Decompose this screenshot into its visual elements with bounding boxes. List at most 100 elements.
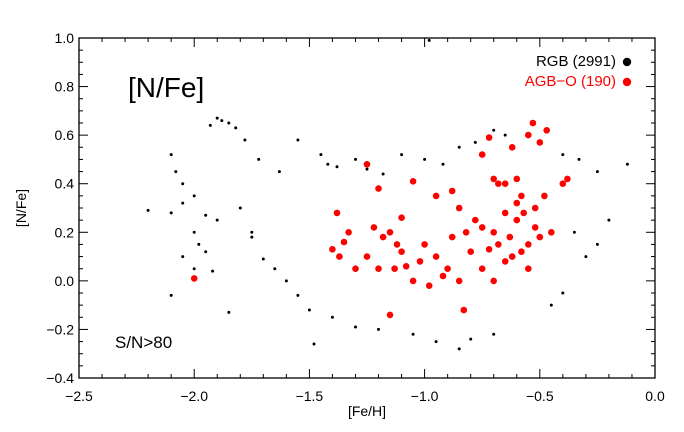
agb-o-point [543,127,550,134]
agb-o-point [513,216,521,224]
agb-o-point [398,248,405,255]
rgb-point [192,194,196,198]
data-points [146,38,629,351]
rgb-point [215,116,219,120]
agb-o-point [460,306,468,314]
x-tick-label: −2.5 [65,388,93,404]
y-tick-label: 1.0 [55,30,75,46]
rgb-point [227,310,231,314]
y-tick-label: −0.4 [46,370,74,386]
agb-o-point [432,253,440,260]
agb-o-point [402,263,410,270]
rgb-point [427,38,431,42]
rgb-point [335,165,339,169]
agb-o-point [363,161,371,168]
agb-o-point [398,214,405,221]
agb-o-point [536,233,544,241]
rgb-point [330,315,334,319]
x-tick-label: 0.0 [645,388,665,404]
rgb-point [469,337,473,341]
agb-o-point [352,265,359,273]
rgb-point [146,208,150,212]
agb-o-point [448,187,456,195]
agb-o-point [455,277,463,285]
y-tick-labels: −0.4 −0.2 0.0 0.2 0.4 0.6 0.8 1.0 [46,30,74,386]
rgb-point [354,157,357,161]
y-axis-label: [N/Fe] [13,189,29,227]
rgb-point [607,218,611,222]
agb-o-point [508,253,516,260]
rgb-point [273,267,277,271]
rgb-point [572,230,576,234]
rgb-point [277,170,281,174]
agb-o-point [409,277,417,285]
axis-ticks [78,37,656,379]
rgb-point [169,211,173,215]
rgb-point [400,153,404,157]
agb-o-point [520,209,527,217]
agb-o-point [548,229,555,236]
rgb-point [377,327,380,331]
rgb-point [423,157,427,161]
agb-o-point [421,241,428,248]
panel-title: [N/Fe] [128,72,204,103]
rgb-point [365,167,369,171]
rgb-point [492,128,496,132]
rgb-point [238,206,242,210]
agb-o-point [472,216,479,224]
agb-o-point [531,204,539,212]
agb-o-point [439,272,447,280]
agb-o-point [478,224,486,231]
agb-o-point [490,175,498,183]
x-tick-label: −0.5 [526,388,554,404]
agb-o-point [386,311,394,319]
rgb-point [181,255,185,259]
y-tick-label: 0.2 [55,224,75,240]
agb-o-point [501,209,509,217]
y-tick-label: 0.6 [55,127,75,143]
rgb-point [227,121,231,125]
rgb-point [169,153,173,157]
x-tick-label: −1.5 [296,388,324,404]
agb-o-point [386,229,394,236]
agb-o-point [478,265,486,273]
rgb-point [441,162,445,166]
agb-o-point [485,246,493,253]
rgb-point [595,170,599,174]
agb-o-point [416,258,424,265]
rgb-point [457,347,461,351]
y-tick-label: −0.2 [46,321,74,337]
agb-o-point [518,192,525,200]
agb-o-point [508,144,516,151]
rgb-point [208,123,212,127]
rgb-point [234,126,238,130]
agb-o-point [531,224,539,231]
rgb-point [473,140,477,144]
agb-o-point [409,178,417,185]
x-tick-label: −1.0 [411,388,439,404]
rgb-point [220,119,224,123]
agb-o-point [467,248,475,255]
agb-o-point [541,192,548,200]
rgb-point [192,267,196,271]
legend-label-rgb: RGB (2991) [536,53,616,70]
agb-o-point [370,224,378,231]
agb-o-point [513,175,521,183]
rgb-point [319,153,323,157]
y-tick-label: 0.4 [55,176,75,192]
agb-o-point [485,134,493,141]
rgb-point [434,340,438,344]
rgb-point [197,242,201,246]
y-tick-label: 0.8 [55,79,75,95]
agb-o-point [379,233,387,241]
agb-o-point [513,199,521,207]
agb-o-point [448,233,456,241]
agb-o-point [536,139,544,146]
x-tick-label: −2.0 [180,388,208,404]
agb-o-point [340,238,348,246]
agb-o-point [444,265,451,273]
rgb-point [561,291,565,295]
rgb-point [204,213,208,217]
agb-o-point [336,253,343,260]
